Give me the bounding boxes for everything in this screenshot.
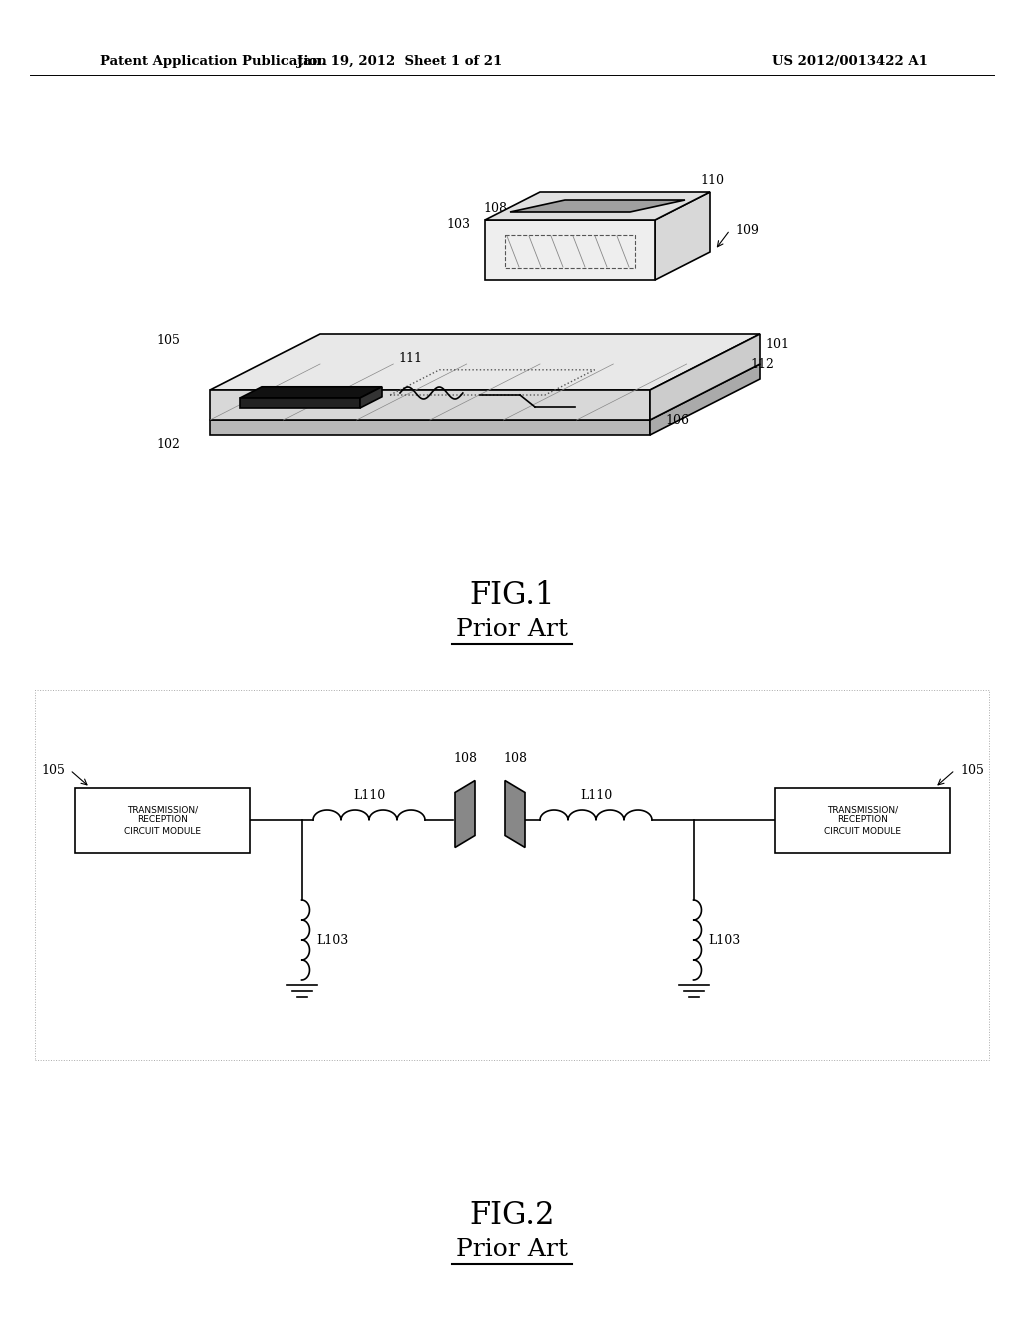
Text: L110: L110 xyxy=(580,789,612,803)
Text: Patent Application Publication: Patent Application Publication xyxy=(100,55,327,69)
Text: Prior Art: Prior Art xyxy=(456,619,568,642)
Polygon shape xyxy=(210,389,650,420)
Text: 105: 105 xyxy=(41,763,65,776)
Text: FIG.2: FIG.2 xyxy=(469,1200,555,1230)
Polygon shape xyxy=(650,334,760,420)
Text: 111: 111 xyxy=(398,352,422,366)
Text: RECEPTION: RECEPTION xyxy=(837,816,888,825)
Text: 101: 101 xyxy=(765,338,790,351)
Text: 103: 103 xyxy=(446,219,470,231)
Text: 105: 105 xyxy=(961,763,984,776)
Text: FIG.1: FIG.1 xyxy=(469,579,555,610)
Text: L110: L110 xyxy=(353,789,385,803)
Text: TRANSMISSION/: TRANSMISSION/ xyxy=(127,805,198,814)
Polygon shape xyxy=(505,780,525,847)
Polygon shape xyxy=(510,201,685,213)
Text: 109: 109 xyxy=(735,223,759,236)
FancyBboxPatch shape xyxy=(75,788,250,853)
Polygon shape xyxy=(360,387,382,408)
Text: CIRCUIT MODULE: CIRCUIT MODULE xyxy=(124,828,201,837)
Polygon shape xyxy=(240,387,382,399)
Text: US 2012/0013422 A1: US 2012/0013422 A1 xyxy=(772,55,928,69)
Polygon shape xyxy=(210,364,760,420)
FancyBboxPatch shape xyxy=(775,788,950,853)
Text: L103: L103 xyxy=(709,933,740,946)
Polygon shape xyxy=(485,191,710,220)
Polygon shape xyxy=(240,399,360,408)
Polygon shape xyxy=(210,420,650,436)
Polygon shape xyxy=(650,364,760,436)
Text: TRANSMISSION/: TRANSMISSION/ xyxy=(827,805,898,814)
Polygon shape xyxy=(485,220,655,280)
Text: Jan. 19, 2012  Sheet 1 of 21: Jan. 19, 2012 Sheet 1 of 21 xyxy=(297,55,503,69)
Text: 108: 108 xyxy=(503,752,527,766)
Polygon shape xyxy=(655,191,710,280)
Text: 108: 108 xyxy=(483,202,507,215)
Text: L103: L103 xyxy=(316,933,349,946)
Text: 112: 112 xyxy=(750,358,774,371)
Text: Prior Art: Prior Art xyxy=(456,1238,568,1262)
Polygon shape xyxy=(455,780,475,847)
Text: 108: 108 xyxy=(453,752,477,766)
Text: 105: 105 xyxy=(156,334,180,346)
Text: 102: 102 xyxy=(156,438,180,451)
Text: CIRCUIT MODULE: CIRCUIT MODULE xyxy=(824,828,901,837)
Polygon shape xyxy=(210,334,760,389)
Text: RECEPTION: RECEPTION xyxy=(137,816,188,825)
Text: 110: 110 xyxy=(700,174,724,187)
Text: 106: 106 xyxy=(665,413,689,426)
